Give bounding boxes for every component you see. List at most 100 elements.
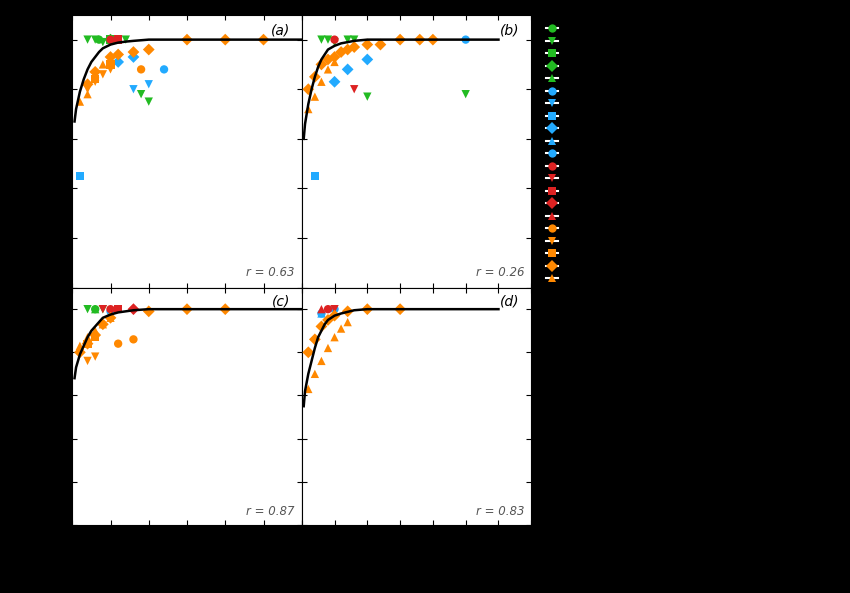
Point [314, 356, 328, 366]
Text: r = 0.87: r = 0.87 [246, 505, 295, 518]
Point [328, 77, 342, 87]
Point [360, 55, 374, 64]
Point [302, 384, 315, 394]
Point [328, 304, 342, 314]
Text: (c): (c) [272, 295, 291, 309]
Text: (b): (b) [501, 23, 519, 37]
Text: r = 0.26: r = 0.26 [476, 266, 524, 279]
Point [459, 90, 473, 99]
Point [134, 90, 148, 99]
Point [334, 324, 348, 333]
Point [426, 35, 439, 44]
Point [360, 304, 374, 314]
Point [73, 347, 87, 357]
Point [88, 352, 102, 361]
Point [88, 333, 102, 342]
Point [88, 330, 102, 340]
Legend: Chromosol (Green), Kandosol (Green), Sodosol (Green), Tenosol (Green), Tenosol (: Chromosol (Green), Kandosol (Green), Sod… [542, 20, 727, 300]
Point [104, 35, 117, 44]
Point [314, 304, 328, 314]
Point [96, 69, 110, 79]
Point [348, 35, 361, 44]
Point [96, 320, 110, 329]
Point [308, 369, 321, 378]
Point [81, 339, 94, 349]
Point [104, 304, 117, 314]
Point [360, 40, 374, 49]
Point [81, 304, 94, 314]
Point [88, 304, 102, 314]
Point [134, 65, 148, 74]
Point [127, 304, 140, 314]
Point [328, 37, 342, 47]
Point [341, 45, 354, 55]
Point [104, 55, 117, 64]
Point [127, 334, 140, 344]
Point [142, 97, 156, 106]
Point [328, 304, 342, 314]
Point [348, 42, 361, 52]
Point [321, 55, 335, 64]
Point [104, 307, 117, 316]
Point [218, 304, 232, 314]
Point [308, 171, 321, 181]
Point [127, 84, 140, 94]
Point [341, 317, 354, 327]
Point [81, 79, 94, 89]
Point [328, 57, 342, 66]
Point [96, 304, 110, 314]
Point [321, 304, 335, 314]
Y-axis label: Relative yield (%): Relative yield (%) [28, 354, 41, 458]
X-axis label: Soil S KCl-40 S mg kg$^{-1}$
(0–10 cm): Soil S KCl-40 S mg kg$^{-1}$ (0–10 cm) [339, 545, 494, 580]
Point [111, 35, 125, 44]
Point [111, 50, 125, 59]
Point [127, 52, 140, 62]
Point [321, 35, 335, 44]
Point [81, 84, 94, 94]
Point [321, 65, 335, 74]
Point [142, 307, 156, 316]
Point [302, 347, 315, 357]
Point [328, 52, 342, 62]
Point [88, 304, 102, 314]
Point [104, 313, 117, 323]
Point [394, 304, 407, 314]
Point [341, 307, 354, 316]
Point [81, 339, 94, 349]
Point [374, 40, 388, 49]
Text: (d): (d) [501, 295, 519, 309]
Point [413, 35, 427, 44]
Point [334, 47, 348, 57]
Point [328, 333, 342, 342]
Point [88, 72, 102, 82]
Point [328, 35, 342, 44]
Point [321, 315, 335, 325]
Point [96, 304, 110, 314]
Point [459, 35, 473, 44]
Point [119, 35, 133, 44]
Point [88, 77, 102, 87]
Text: (a): (a) [271, 23, 291, 37]
Point [127, 47, 140, 57]
Point [394, 35, 407, 44]
Point [314, 35, 328, 44]
Point [328, 311, 342, 320]
Point [73, 171, 87, 181]
Point [104, 65, 117, 74]
Point [92, 35, 105, 44]
Point [88, 67, 102, 76]
Point [96, 37, 110, 47]
Point [180, 304, 194, 314]
Point [104, 313, 117, 323]
Point [96, 60, 110, 69]
Point [104, 52, 117, 62]
Point [341, 35, 354, 44]
Point [157, 65, 171, 74]
Point [73, 341, 87, 350]
Point [218, 35, 232, 44]
Point [308, 334, 321, 344]
Point [111, 339, 125, 349]
Point [88, 35, 102, 44]
Point [257, 35, 270, 44]
Point [111, 57, 125, 66]
